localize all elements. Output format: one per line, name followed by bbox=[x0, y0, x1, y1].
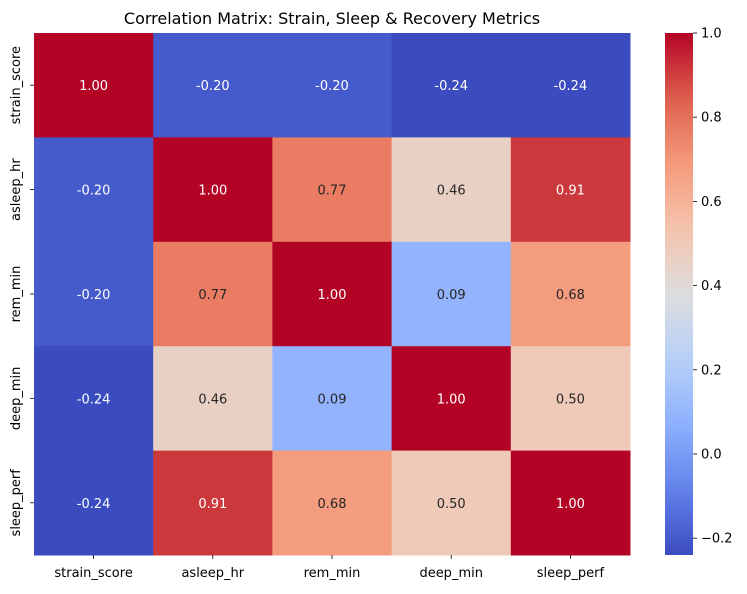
cell-value-label: 0.50 bbox=[437, 497, 466, 512]
heatmap-cell bbox=[153, 346, 273, 452]
heatmap-cell bbox=[391, 241, 512, 347]
cell-value-label: -0.20 bbox=[77, 184, 111, 199]
colorbar-tick-label: −0.2 bbox=[701, 532, 733, 547]
chart-title: Correlation Matrix: Strain, Sleep & Reco… bbox=[124, 9, 540, 28]
heatmap-cell bbox=[34, 346, 154, 452]
y-tick-label: deep_min bbox=[9, 367, 24, 431]
colorbar-tick-label: 0.6 bbox=[701, 195, 722, 210]
x-tick-label: rem_min bbox=[304, 566, 361, 581]
cell-value-label: -0.20 bbox=[315, 79, 349, 94]
heatmap-cell bbox=[272, 137, 393, 243]
cell-value-label: 0.09 bbox=[318, 392, 347, 407]
cell-value-label: -0.20 bbox=[196, 79, 230, 94]
heatmap-cell bbox=[272, 450, 393, 556]
colorbar-gradient bbox=[665, 33, 693, 555]
cell-value-label: 0.46 bbox=[198, 392, 227, 407]
heatmap-cells bbox=[34, 33, 631, 556]
colorbar-tick-label: 0.0 bbox=[701, 447, 722, 462]
heatmap-cell bbox=[510, 346, 631, 452]
heatmap-cell bbox=[153, 33, 273, 138]
cell-value-label: 0.46 bbox=[437, 184, 466, 199]
cell-value-label: 0.77 bbox=[318, 184, 347, 199]
heatmap-cell bbox=[272, 33, 393, 138]
cell-value-label: 1.00 bbox=[556, 497, 585, 512]
cell-value-label: 0.77 bbox=[198, 288, 227, 303]
colorbar-tick-label: 0.4 bbox=[701, 279, 722, 294]
colorbar: 1.0 0.8 0.6 0.4 0.2 0.0 −0.2 bbox=[665, 27, 733, 555]
y-tick-label: sleep_perf bbox=[9, 469, 24, 537]
cell-value-label: 0.91 bbox=[198, 497, 227, 512]
heatmap-cell bbox=[391, 33, 512, 138]
colorbar-tick-label: 0.2 bbox=[701, 363, 722, 378]
heatmap-cell bbox=[510, 241, 631, 347]
y-tick-label: asleep_hr bbox=[9, 158, 24, 221]
cell-value-labels: 1.00 -0.20 -0.20 -0.24 -0.24 -0.20 1.00 0.77 0.4… bbox=[77, 79, 587, 512]
x-tick-label: asleep_hr bbox=[181, 566, 244, 581]
cell-value-label: -0.24 bbox=[77, 392, 111, 407]
heatmap-cell bbox=[272, 241, 393, 347]
cell-value-label: 0.50 bbox=[556, 392, 585, 407]
x-tick-label: deep_min bbox=[419, 566, 483, 581]
y-axis: strain_score asleep_hr rem_min deep_minslee… bbox=[9, 46, 34, 536]
heatmap-cell bbox=[510, 450, 631, 556]
cell-value-label: 0.09 bbox=[437, 288, 466, 303]
cell-value-label: 1.00 bbox=[79, 79, 108, 94]
cell-value-label: -0.20 bbox=[77, 288, 111, 303]
x-tick-label: strain_score bbox=[54, 566, 132, 581]
cell-value-label: -0.24 bbox=[434, 79, 468, 94]
cell-value-label: 0.91 bbox=[556, 184, 585, 199]
heatmap-cell bbox=[34, 241, 154, 347]
heatmap-cell bbox=[34, 33, 154, 138]
y-tick-label: rem_min bbox=[9, 266, 24, 323]
y-tick-label: strain_score bbox=[9, 46, 24, 124]
cell-value-label: 1.00 bbox=[198, 184, 227, 199]
heatmap-cell bbox=[510, 33, 631, 138]
heatmap-cell bbox=[510, 137, 631, 243]
heatmap-cell bbox=[391, 137, 512, 243]
colorbar-tick-label: 1.0 bbox=[701, 27, 722, 42]
heatmap-cell bbox=[391, 346, 512, 452]
cell-value-label: -0.24 bbox=[77, 497, 111, 512]
cell-value-label: 0.68 bbox=[318, 497, 347, 512]
heatmap-cell bbox=[272, 346, 393, 452]
heatmap-cell bbox=[153, 241, 273, 347]
heatmap-cell bbox=[391, 450, 512, 556]
cell-value-label: 0.68 bbox=[556, 288, 585, 303]
cell-value-label: 1.00 bbox=[318, 288, 347, 303]
heatmap-cell bbox=[34, 450, 154, 556]
heatmap-cell bbox=[34, 137, 154, 243]
colorbar-tick-label: 0.8 bbox=[701, 111, 722, 126]
x-axis: strain_score asleep_hr rem_min deep_min slee… bbox=[54, 555, 604, 581]
x-tick-label: sleep_perf bbox=[537, 566, 605, 581]
cell-value-label: 1.00 bbox=[437, 392, 466, 407]
heatmap-cell bbox=[153, 450, 273, 556]
heatmap-cell bbox=[153, 137, 273, 243]
cell-value-label: -0.24 bbox=[554, 79, 588, 94]
